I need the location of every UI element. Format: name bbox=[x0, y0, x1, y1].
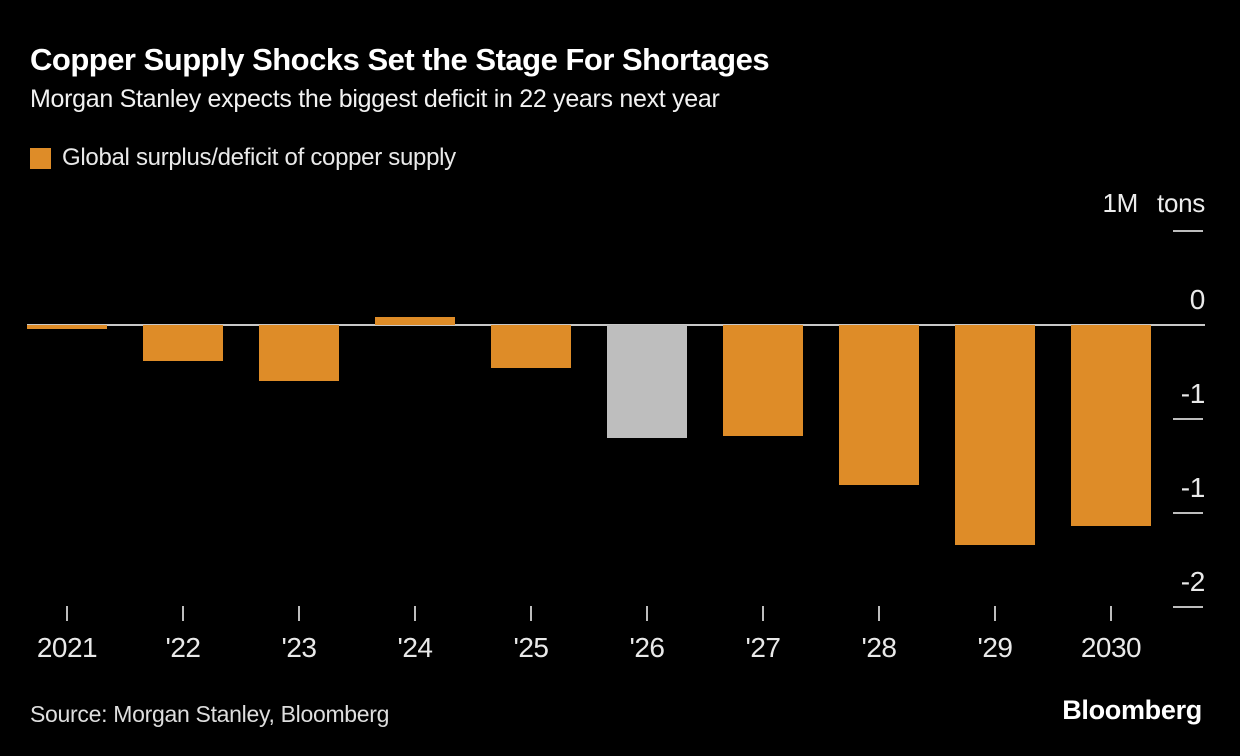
x-axis-label: '26 bbox=[629, 632, 666, 663]
y-axis-label: -1 bbox=[1180, 472, 1206, 503]
bar-2030 bbox=[1071, 325, 1151, 526]
x-axis-tick bbox=[414, 606, 416, 621]
y-axis-tick bbox=[1173, 512, 1203, 514]
source-attribution: Source: Morgan Stanley, Bloomberg bbox=[30, 701, 390, 727]
x-axis-label: 2030 bbox=[1080, 632, 1142, 663]
y-axis-tick bbox=[1173, 606, 1203, 608]
bar-25 bbox=[491, 325, 571, 368]
x-axis-tick bbox=[646, 606, 648, 621]
chart-subtitle: Morgan Stanley expects the biggest defic… bbox=[30, 85, 720, 113]
y-axis-tick bbox=[1173, 230, 1203, 232]
x-axis-tick bbox=[878, 606, 880, 621]
x-axis-label: '22 bbox=[165, 632, 202, 663]
bar-27 bbox=[723, 325, 803, 436]
x-axis-label: '27 bbox=[745, 632, 782, 663]
y-axis-label: 0 bbox=[1189, 284, 1206, 315]
x-axis-label: '25 bbox=[513, 632, 550, 663]
y-axis-unit-magnitude: 1M bbox=[1102, 188, 1139, 218]
bar-28 bbox=[839, 325, 919, 485]
bar-26 bbox=[607, 325, 687, 438]
x-axis-label: '23 bbox=[281, 632, 318, 663]
legend-swatch-icon bbox=[30, 147, 51, 169]
x-axis-tick bbox=[1110, 606, 1112, 621]
bar-29 bbox=[955, 325, 1035, 545]
y-axis-tick bbox=[1173, 418, 1203, 420]
x-axis-tick bbox=[994, 606, 996, 621]
legend-label: Global surplus/deficit of copper supply bbox=[62, 144, 456, 171]
x-axis-label: '29 bbox=[977, 632, 1014, 663]
y-axis-label: -1 bbox=[1180, 378, 1206, 409]
x-axis-tick bbox=[182, 606, 184, 621]
x-axis-tick bbox=[530, 606, 532, 621]
y-axis-label: -2 bbox=[1180, 566, 1206, 597]
y-axis-unit-label: 1M tons bbox=[1102, 188, 1206, 219]
bloomberg-logo: Bloomberg bbox=[1062, 695, 1202, 725]
x-axis-label: '24 bbox=[397, 632, 434, 663]
y-axis-unit-word: tons bbox=[1157, 188, 1205, 218]
bar-23 bbox=[259, 325, 339, 381]
x-axis-tick bbox=[66, 606, 68, 621]
x-axis-label: '28 bbox=[861, 632, 898, 663]
x-axis-label: 2021 bbox=[36, 632, 98, 663]
bar-2021 bbox=[27, 325, 107, 329]
x-axis-tick bbox=[762, 606, 764, 621]
legend: Global surplus/deficit of copper supply bbox=[30, 144, 456, 172]
x-axis-tick bbox=[298, 606, 300, 621]
bar-22 bbox=[143, 325, 223, 361]
chart-title: Copper Supply Shocks Set the Stage For S… bbox=[30, 42, 770, 77]
bar-24 bbox=[375, 317, 455, 325]
